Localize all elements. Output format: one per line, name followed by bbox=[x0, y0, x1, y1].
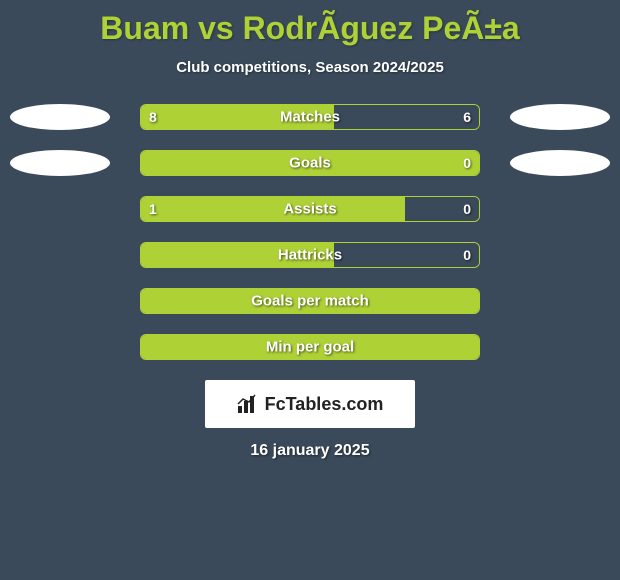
bar-container: Matches 8 6 bbox=[140, 104, 480, 130]
value-right: 0 bbox=[463, 247, 471, 263]
stat-label: Hattricks bbox=[278, 247, 342, 264]
value-right: 0 bbox=[463, 155, 471, 171]
stat-label: Min per goal bbox=[266, 339, 354, 356]
date-label: 16 january 2025 bbox=[0, 442, 620, 460]
comparison-chart: Matches86Goals0Assists10Hattricks0Goals … bbox=[0, 104, 620, 360]
value-left: 1 bbox=[149, 201, 157, 217]
bar-left-fill bbox=[141, 197, 405, 221]
player-marker-right bbox=[510, 104, 610, 130]
bar-right-fill bbox=[334, 243, 479, 267]
stat-row: Min per goal bbox=[0, 334, 620, 360]
player-marker-left bbox=[10, 150, 110, 176]
value-right: 6 bbox=[463, 109, 471, 125]
player-marker-left bbox=[10, 104, 110, 130]
subtitle: Club competitions, Season 2024/2025 bbox=[0, 59, 620, 76]
bar-container: Goals 0 bbox=[140, 150, 480, 176]
stat-row: Goals per match bbox=[0, 288, 620, 314]
stat-row: Goals 0 bbox=[0, 150, 620, 176]
stat-row: Matches 8 6 bbox=[0, 104, 620, 130]
stat-label: Matches bbox=[280, 109, 340, 126]
bar-container: Hattricks 0 bbox=[140, 242, 480, 268]
value-right: 0 bbox=[463, 201, 471, 217]
stat-label: Goals bbox=[289, 155, 331, 172]
logo-text: FcTables.com bbox=[265, 394, 384, 415]
player-marker-right bbox=[510, 150, 610, 176]
page-title: Buam vs RodrÃ­guez PeÃ±a bbox=[0, 0, 620, 47]
bar-container: Goals per match bbox=[140, 288, 480, 314]
chart-icon bbox=[237, 394, 259, 414]
logo-box: FcTables.com bbox=[205, 380, 415, 428]
stat-row: Assists 1 0 bbox=[0, 196, 620, 222]
stat-label: Goals per match bbox=[251, 293, 369, 310]
bar-container: Assists 1 0 bbox=[140, 196, 480, 222]
bar-container: Min per goal bbox=[140, 334, 480, 360]
stat-label: Assists bbox=[283, 201, 336, 218]
bar-right-fill bbox=[334, 105, 479, 129]
value-left: 8 bbox=[149, 109, 157, 125]
stat-row: Hattricks 0 bbox=[0, 242, 620, 268]
